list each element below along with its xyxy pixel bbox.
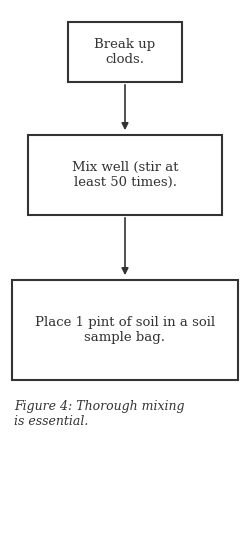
Bar (28, 135, 222, 215)
Bar (12, 280, 238, 380)
Text: Mix well (stir at
least 50 times).: Mix well (stir at least 50 times). (72, 161, 178, 189)
Text: Place 1 pint of soil in a soil
sample bag.: Place 1 pint of soil in a soil sample ba… (35, 316, 215, 344)
Text: Figure 4: Thorough mixing
is essential.: Figure 4: Thorough mixing is essential. (14, 400, 184, 428)
Text: Break up
clods.: Break up clods. (94, 38, 156, 66)
Bar (68, 22, 182, 82)
